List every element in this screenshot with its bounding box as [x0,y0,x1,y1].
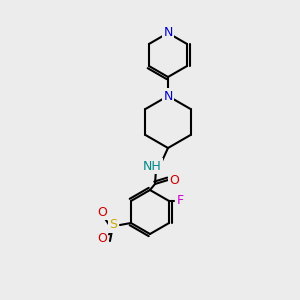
Text: O: O [169,173,179,187]
Text: O: O [97,232,107,244]
Text: F: F [176,194,184,208]
Text: N: N [163,26,173,40]
Text: NH: NH [143,160,162,172]
Text: O: O [97,206,107,218]
Text: S: S [109,218,117,232]
Text: N: N [163,89,173,103]
